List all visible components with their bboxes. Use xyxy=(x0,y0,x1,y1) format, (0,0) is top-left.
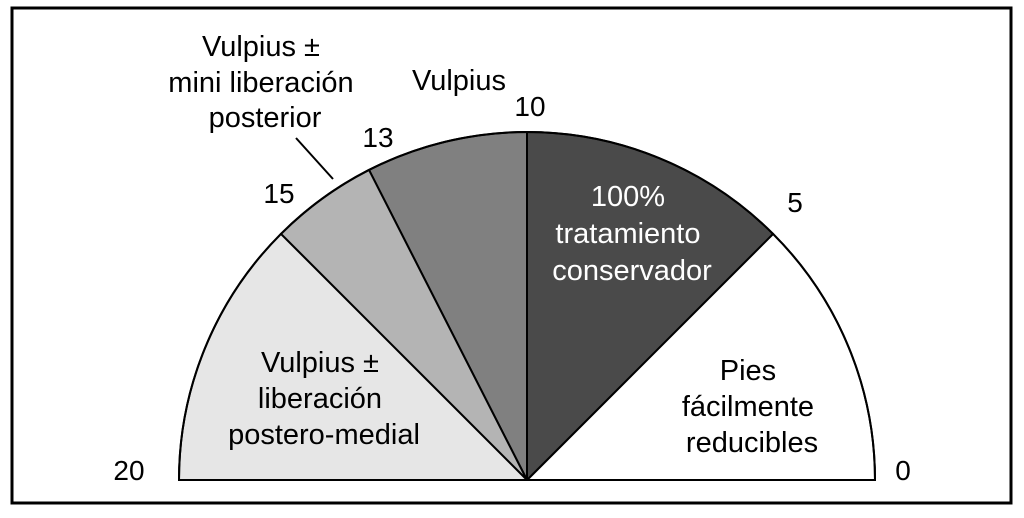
segment-leader-line xyxy=(295,137,334,180)
segment-label-vulpius-liberacion-postero-medial: Vulpius ± liberación postero-medial xyxy=(228,347,420,451)
segment-label-vulpius: Vulpius xyxy=(412,65,506,97)
segment-label-tratamiento-conservador: 100% tratamiento conservador xyxy=(552,181,712,287)
segment-label-pies-reducibles: Pies fácilmente reducibles xyxy=(682,355,822,459)
gauge-outline xyxy=(177,131,877,481)
tick-label-20: 20 xyxy=(113,455,144,486)
tick-label-0: 0 xyxy=(895,455,911,486)
figure-frame xyxy=(10,6,1013,505)
tick-label-15: 15 xyxy=(263,178,294,209)
segment-label-vulpius-mini-liberacion: Vulpius ± mini liberación posterior xyxy=(168,31,361,134)
tick-label-10: 10 xyxy=(514,91,545,122)
tick-label-5: 5 xyxy=(787,187,803,218)
tick-label-13: 13 xyxy=(362,122,393,153)
